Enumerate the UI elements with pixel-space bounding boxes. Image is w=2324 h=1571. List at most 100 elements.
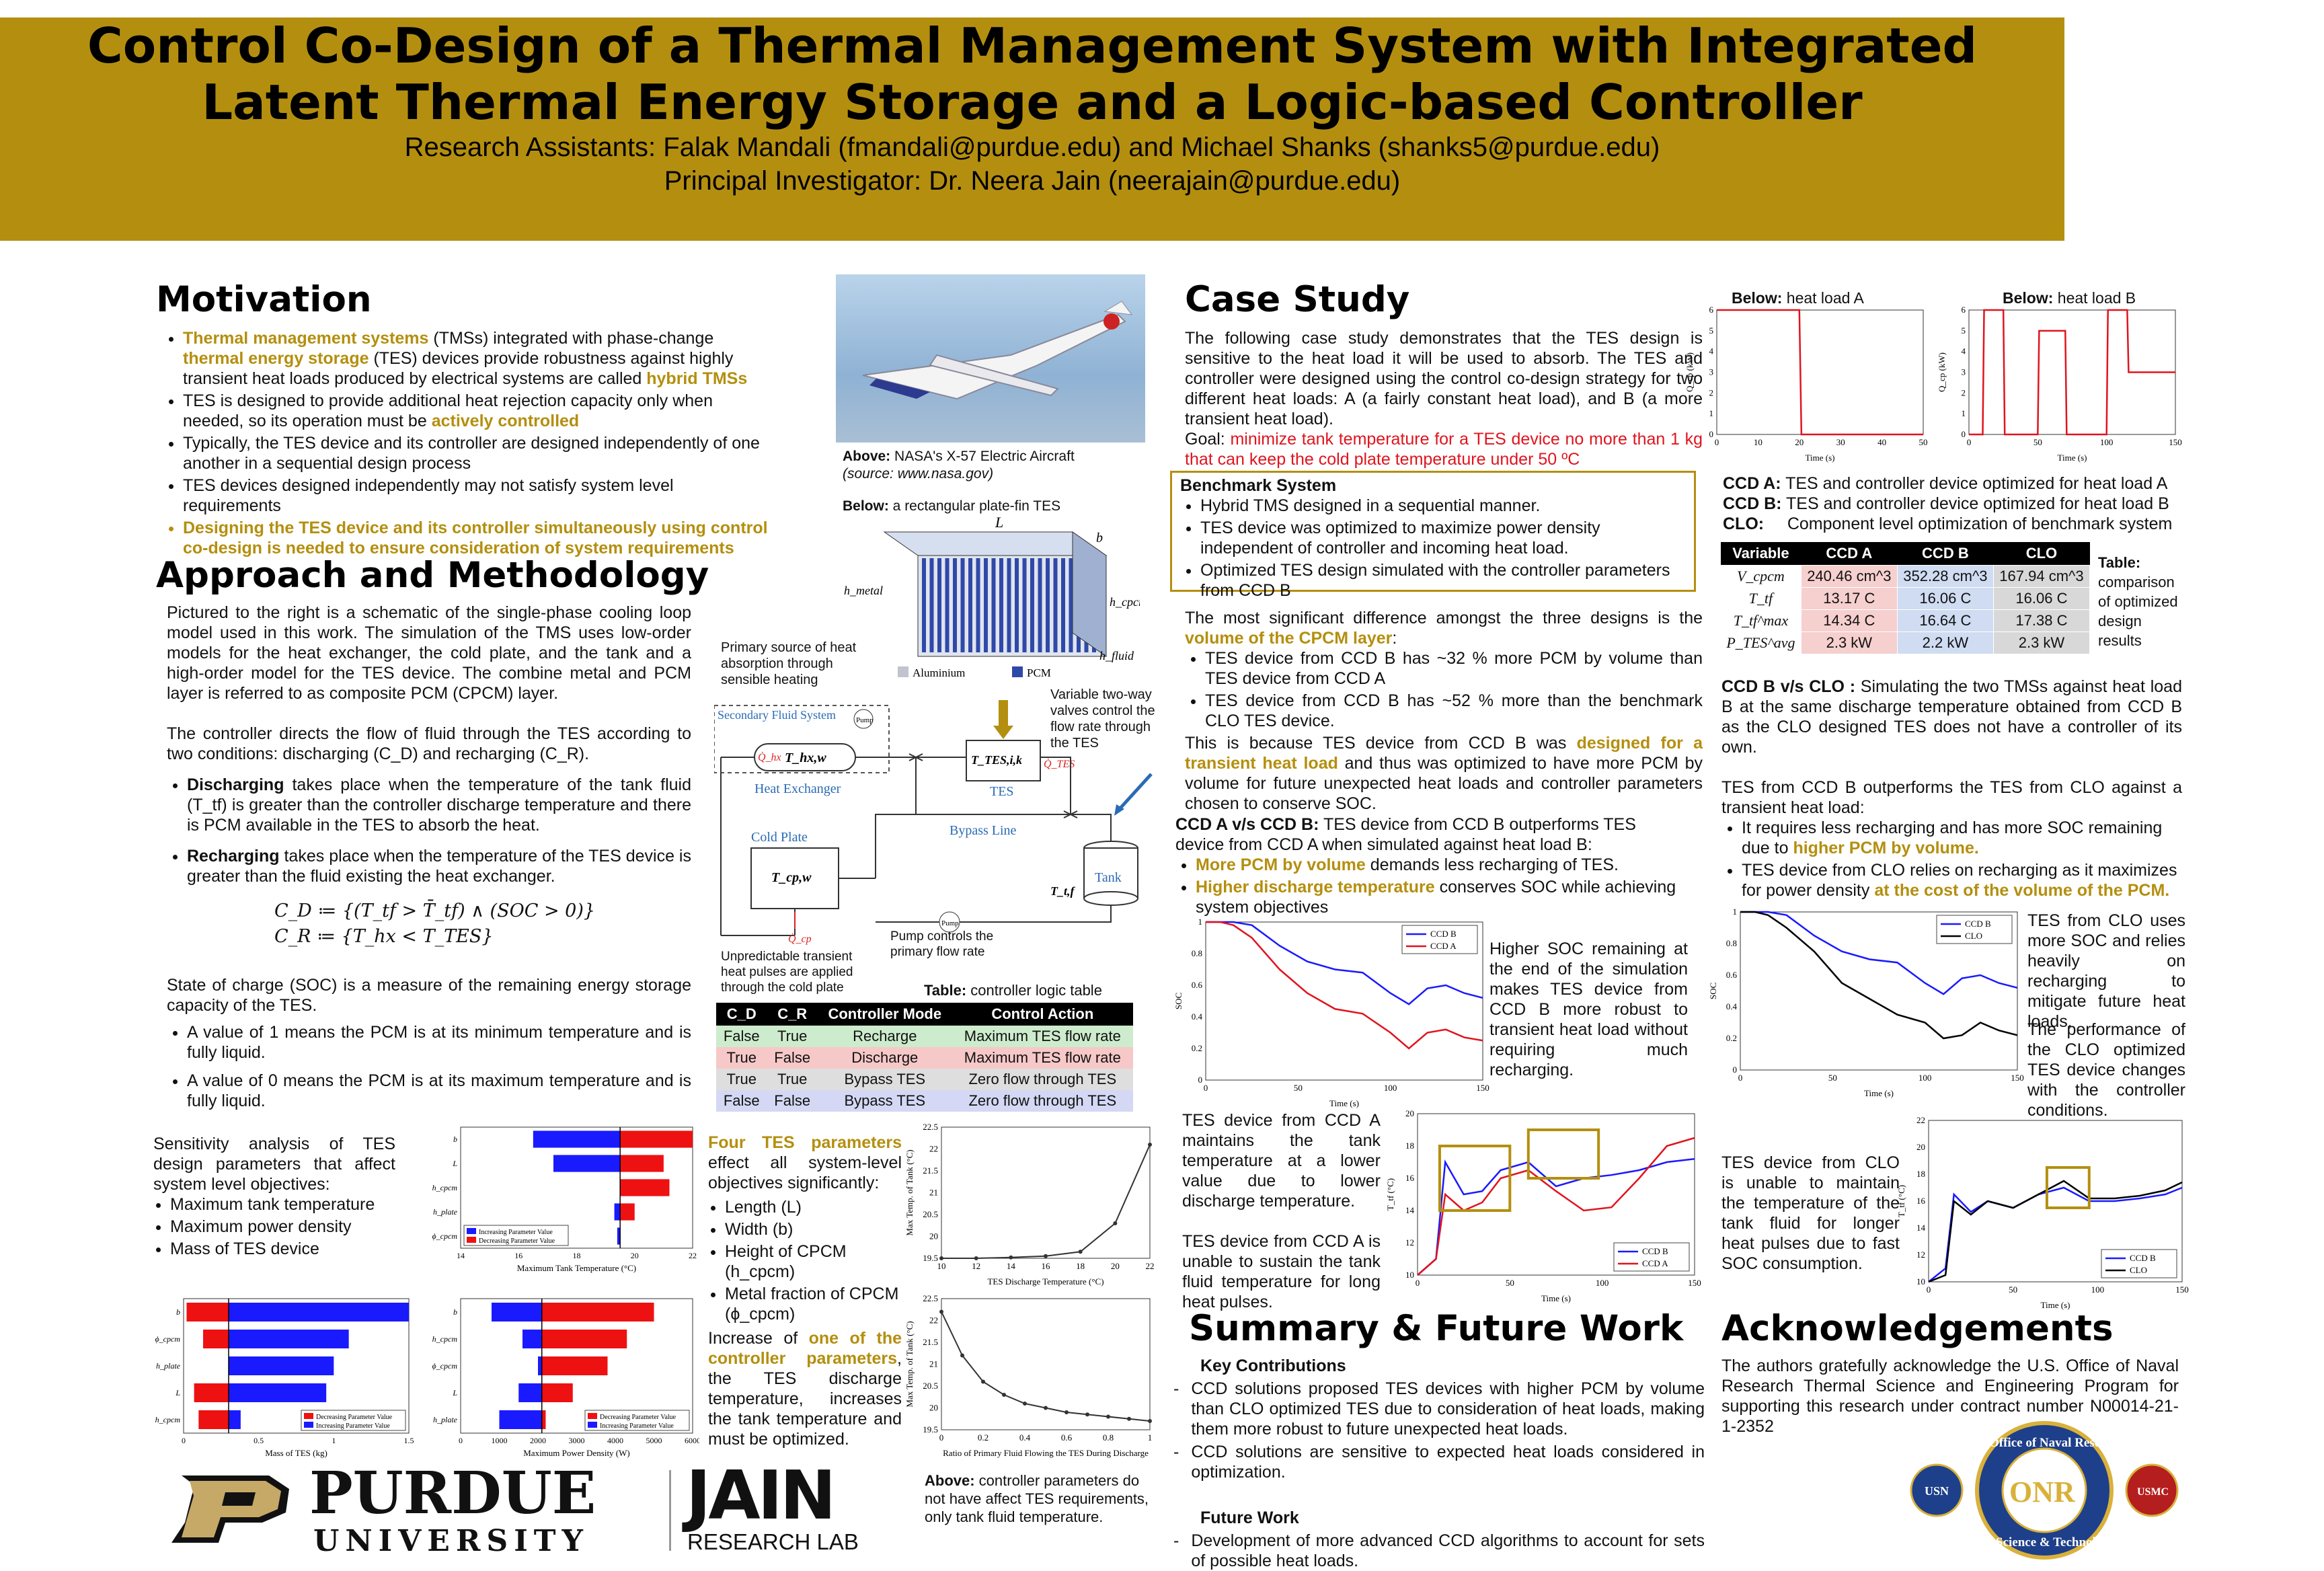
x-tick-label: 20 bbox=[1795, 437, 1804, 447]
primary-source-note: Primary source of heat absorption throug… bbox=[721, 640, 857, 687]
x-axis-label: Maximum Power Density (W) bbox=[523, 1448, 630, 1458]
x-axis-label: Time (s) bbox=[1806, 453, 1835, 463]
data-point bbox=[939, 1256, 943, 1260]
bar-decreasing bbox=[541, 1383, 573, 1402]
x-tick-label: 40 bbox=[1877, 437, 1886, 447]
x-tick-label: 100 bbox=[1384, 1083, 1397, 1093]
row-label: h_plate bbox=[156, 1361, 181, 1371]
x-tick-label: 30 bbox=[1836, 437, 1845, 447]
y-tick-label: 5 bbox=[1962, 325, 1966, 336]
x-tick-label: 10 bbox=[937, 1261, 946, 1271]
y-axis-label: SOC bbox=[1173, 993, 1184, 1009]
logic-equations: C_D ≔ {(T_tf > T̄_tf) ∧ (SOC > 0)} C_R ≔… bbox=[274, 898, 691, 950]
x-tick-label: 100 bbox=[2100, 437, 2114, 447]
bar-decreasing bbox=[194, 1383, 229, 1402]
y-tick-label: 0.8 bbox=[1192, 948, 1202, 958]
x-tick-label: 20 bbox=[1111, 1261, 1120, 1271]
x-axis-label: Time (s) bbox=[2041, 1300, 2070, 1310]
equation-cd: C_D ≔ {(T_tf > T̄_tf) ∧ (SOC > 0)} bbox=[274, 901, 596, 921]
motivation-item: TES is designed to provide additional he… bbox=[183, 391, 775, 431]
legend bbox=[301, 1410, 406, 1431]
x-tick-label: 0 bbox=[1967, 437, 1972, 447]
x-tick-label: 150 bbox=[1688, 1278, 1701, 1288]
summary-body: Key Contributions - CCD solutions propose… bbox=[1173, 1356, 1705, 1571]
y-tick-label: 21.5 bbox=[923, 1165, 938, 1176]
bar-increasing bbox=[229, 1383, 327, 1402]
clo-perf-note: The performance of the CLO optimized TES… bbox=[2027, 1020, 2185, 1120]
data-point bbox=[1148, 1419, 1152, 1423]
x-tick-label: 50 bbox=[1828, 1073, 1837, 1083]
series-line bbox=[1740, 911, 2018, 995]
x-tick-label: 1000 bbox=[492, 1436, 508, 1445]
legend bbox=[463, 1225, 569, 1246]
tornado-chart-mass: b ϕ_cpcm h_plate Lh_cpcm 0 0.5 1 1.5 Mass of TES… bbox=[155, 1298, 414, 1458]
y-tick-label: 20 bbox=[929, 1231, 938, 1241]
y-tick-label: 6 bbox=[1962, 305, 1966, 315]
table-row: False True Recharge Maximum TES flow rate bbox=[716, 1026, 1133, 1047]
objective-item: Maximum power density bbox=[170, 1217, 395, 1237]
contribution-item: - CCD solutions are sensitive to expected… bbox=[1173, 1443, 1705, 1482]
legend bbox=[2101, 1249, 2177, 1278]
motivation-item: Typically, the TES device and its contro… bbox=[183, 433, 775, 473]
x-tick-label: 18 bbox=[1076, 1261, 1085, 1271]
bar-decreasing bbox=[541, 1330, 627, 1348]
y-tick-label: 12 bbox=[1405, 1237, 1414, 1248]
x-tick-label: 0 bbox=[459, 1436, 463, 1445]
legend-swatch bbox=[467, 1237, 476, 1243]
x-tick-label: 14 bbox=[1007, 1261, 1016, 1271]
legend-entry: CCD B bbox=[2130, 1253, 2156, 1263]
flow-ratio-chart: 0 0.2 0.4 0.6 0.8 1 19.5 20 20.5 21 21.5 22 22.5 Rati… bbox=[904, 1293, 1152, 1458]
future-work-title: Future Work bbox=[1200, 1508, 1299, 1527]
y-tick-label: 10 bbox=[1916, 1276, 1925, 1287]
legend-entry: CLO bbox=[2130, 1265, 2147, 1275]
clo-item: It requires less recharging and has more… bbox=[1742, 818, 2182, 858]
bypass-line-label: Bypass Line bbox=[950, 823, 1017, 838]
dim-hcpcm: h_cpcm bbox=[1110, 595, 1140, 609]
results-table: Variable CCD A CCD B CLO V_cpcm 240.46 cm^3 3… bbox=[1720, 542, 2091, 654]
logo-divider bbox=[669, 1470, 671, 1551]
y-axis-label: Q_cp (kW) bbox=[1937, 352, 1947, 392]
pi-line: Principal Investigator: Dr. Neera Jain (… bbox=[664, 166, 1401, 196]
x-tick-label: 50 bbox=[2034, 437, 2042, 447]
summary-heading: Summary & Future Work bbox=[1189, 1308, 1684, 1349]
svg-text:T_hx,w: T_hx,w bbox=[785, 751, 826, 765]
purdue-wordmark: PURDUE bbox=[309, 1459, 596, 1527]
row-label: h_cpcm bbox=[155, 1415, 181, 1424]
bar-decreasing bbox=[541, 1356, 608, 1375]
y-axis-label: T_tf (°C) bbox=[1385, 1178, 1395, 1211]
logic-table-header: Controller Mode bbox=[817, 1003, 952, 1026]
approach-p2: The controller directs the flow of fluid… bbox=[167, 724, 691, 763]
x-tick-label: 18 bbox=[573, 1251, 581, 1260]
controller-note: Above: controller parameters do not have… bbox=[925, 1472, 1149, 1525]
y-tick-label: 3 bbox=[1709, 367, 1714, 377]
x-tick-label: 14 bbox=[457, 1251, 465, 1260]
difference-item: TES device from CCD B has ~32 % more PCM… bbox=[1205, 648, 1703, 689]
legend-entry: CCD B bbox=[1642, 1246, 1668, 1256]
equation-cr: C_R ≔ {T_hx < T_TES} bbox=[274, 926, 494, 947]
four-params-text: Four TES parameters effect all system-le… bbox=[708, 1133, 902, 1449]
highlight-box bbox=[1526, 1128, 1600, 1180]
svg-text:Q̇_hx: Q̇_hx bbox=[758, 751, 781, 763]
plot-area bbox=[941, 1126, 1151, 1259]
objective-item: Mass of TES device bbox=[170, 1239, 395, 1259]
bar-decreasing bbox=[541, 1303, 654, 1321]
svg-text:T_t,f: T_t,f bbox=[1050, 884, 1075, 898]
legend-entry: Decreasing Parameter Value bbox=[479, 1237, 555, 1245]
tank-icon bbox=[1083, 847, 1138, 899]
clo-item: TES device from CLO relies on recharging… bbox=[1742, 860, 2182, 901]
motivation-item: Designing the TES device and its control… bbox=[183, 518, 775, 558]
x-tick-label: 0 bbox=[939, 1432, 944, 1443]
y-tick-label: 5 bbox=[1709, 325, 1714, 336]
x-tick-label: 1.5 bbox=[404, 1436, 414, 1445]
results-table-header: CLO bbox=[1993, 542, 2090, 566]
x-tick-label: 2000 bbox=[530, 1436, 546, 1445]
heat-exchanger-label: Heat Exchanger bbox=[754, 781, 841, 796]
x-tick-label: 0.6 bbox=[1061, 1432, 1073, 1443]
x-tick-label: 20 bbox=[631, 1251, 639, 1260]
benchmark-item: Hybrid TMS designed in a sequential mann… bbox=[1200, 496, 1686, 516]
x-tick-label: 0 bbox=[1715, 437, 1719, 447]
aircraft-photo bbox=[836, 274, 1145, 443]
soc-definition: State of charge (SOC) is a measure of th… bbox=[167, 976, 691, 1015]
logic-table-header: C_D bbox=[716, 1003, 767, 1026]
highlight-box bbox=[1438, 1145, 1512, 1212]
